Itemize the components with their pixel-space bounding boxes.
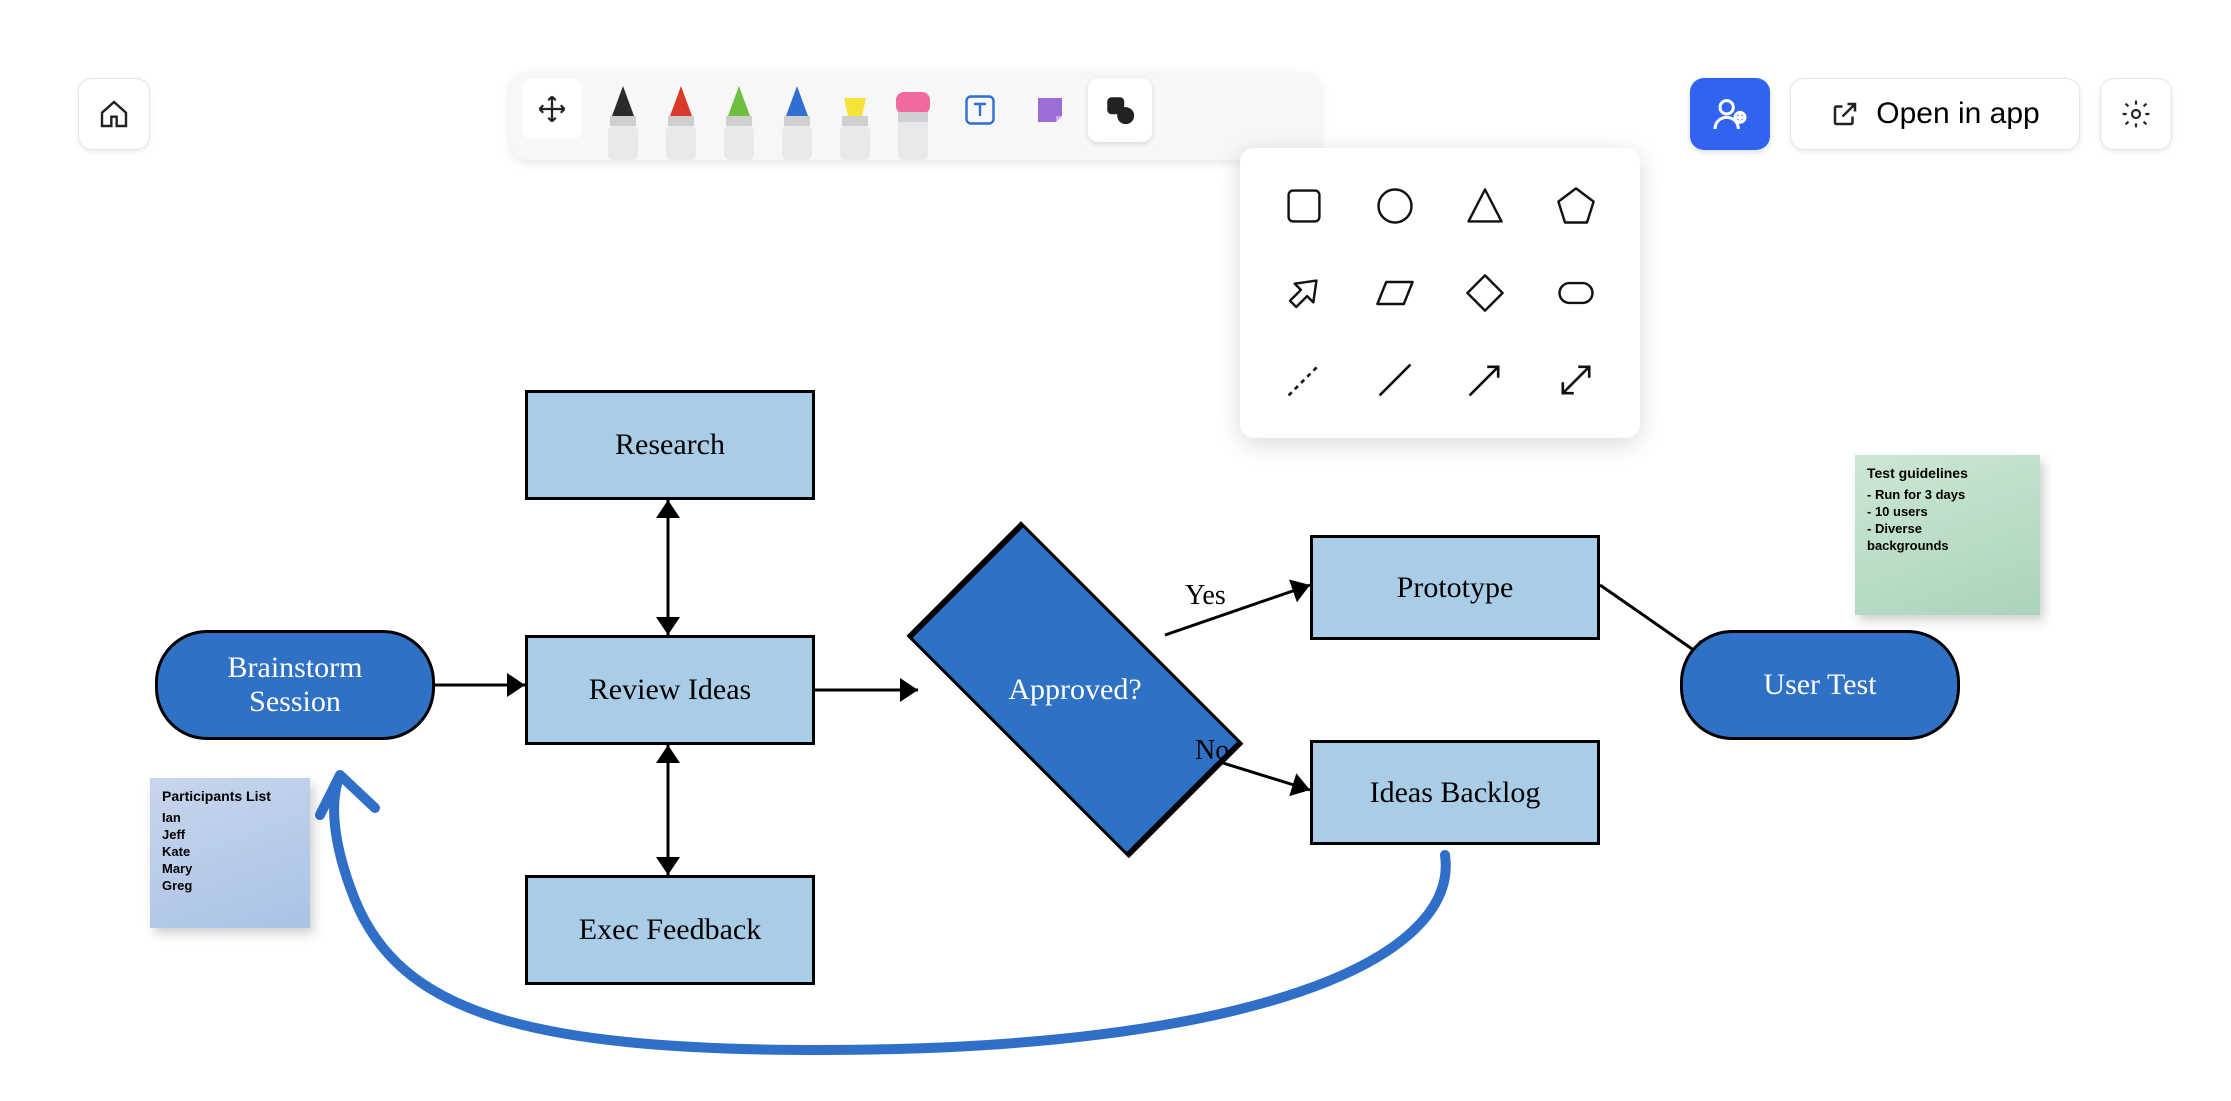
invite-icon [1710, 94, 1750, 134]
red-pen[interactable] [652, 72, 710, 160]
blue-pen[interactable] [768, 72, 826, 160]
home-icon [98, 98, 130, 130]
node-label: Ideas Backlog [1370, 776, 1541, 810]
black-pen[interactable] [594, 72, 652, 160]
whiteboard-canvas[interactable]: Brainstorm Session Research Review Ideas Ex… [0, 0, 2231, 1101]
shape-option-arrow-block[interactable] [1262, 253, 1347, 334]
sticky-note-icon [1032, 92, 1068, 128]
shape-option-square[interactable] [1262, 166, 1347, 247]
open-in-app-button[interactable]: Open in app [1790, 78, 2080, 150]
node-label: Brainstorm Session [228, 651, 363, 719]
shape-option-line-dashed[interactable] [1262, 339, 1347, 420]
shape-option-diamond[interactable] [1443, 253, 1528, 334]
node-brainstorm[interactable]: Brainstorm Session [155, 630, 435, 740]
shapes-popup [1240, 148, 1640, 438]
shape-option-line-arrow[interactable] [1443, 339, 1528, 420]
node-label: User Test [1763, 668, 1876, 702]
sticky-title: Test guidelines [1867, 465, 2028, 481]
shape-option-circle[interactable] [1353, 166, 1438, 247]
node-label: Review Ideas [589, 673, 751, 707]
node-research[interactable]: Research [525, 390, 815, 500]
node-review[interactable]: Review Ideas [525, 635, 815, 745]
shape-option-parallelogram[interactable] [1353, 253, 1438, 334]
main-toolbar [510, 72, 1320, 160]
node-label: Exec Feedback [579, 913, 761, 947]
gear-icon [2120, 98, 2152, 130]
node-label: Approved? [910, 605, 1240, 775]
open-external-icon [1830, 99, 1860, 129]
text-icon [962, 92, 998, 128]
sticky-title: Participants List [162, 788, 298, 804]
node-exec[interactable]: Exec Feedback [525, 875, 815, 985]
shape-option-rounded-rect[interactable] [1534, 253, 1619, 334]
pens-container [594, 72, 942, 160]
open-in-app-label: Open in app [1876, 97, 2039, 131]
move-tool[interactable] [522, 79, 582, 139]
move-icon [537, 94, 567, 124]
pink-eraser[interactable] [884, 72, 942, 160]
text-tool[interactable] [948, 78, 1012, 142]
node-prototype[interactable]: Prototype [1310, 535, 1600, 640]
shape-option-triangle[interactable] [1443, 166, 1528, 247]
yellow-highlighter[interactable] [826, 72, 884, 160]
sticky-guidelines[interactable]: Test guidelines - Run for 3 days - 10 use… [1855, 455, 2040, 615]
node-label: Research [615, 428, 725, 462]
node-approved[interactable]: Approved? [910, 605, 1240, 775]
invite-button[interactable] [1690, 78, 1770, 150]
sticky-participants[interactable]: Participants List Ian Jeff Kate Mary Greg [150, 778, 310, 928]
sticky-note-tool[interactable] [1018, 78, 1082, 142]
sticky-body: - Run for 3 days - 10 users - Diverse ba… [1867, 487, 2028, 555]
node-usertest[interactable]: User Test [1680, 630, 1960, 740]
shapes-tool[interactable] [1088, 78, 1152, 142]
green-pen[interactable] [710, 72, 768, 160]
node-backlog[interactable]: Ideas Backlog [1310, 740, 1600, 845]
shape-option-pentagon[interactable] [1534, 166, 1619, 247]
shapes-icon [1103, 93, 1137, 127]
home-button[interactable] [78, 78, 150, 150]
sticky-body: Ian Jeff Kate Mary Greg [162, 810, 298, 894]
node-label: Prototype [1397, 571, 1514, 605]
shape-option-line[interactable] [1353, 339, 1438, 420]
settings-button[interactable] [2100, 78, 2172, 150]
shape-option-line-double-arrow[interactable] [1534, 339, 1619, 420]
